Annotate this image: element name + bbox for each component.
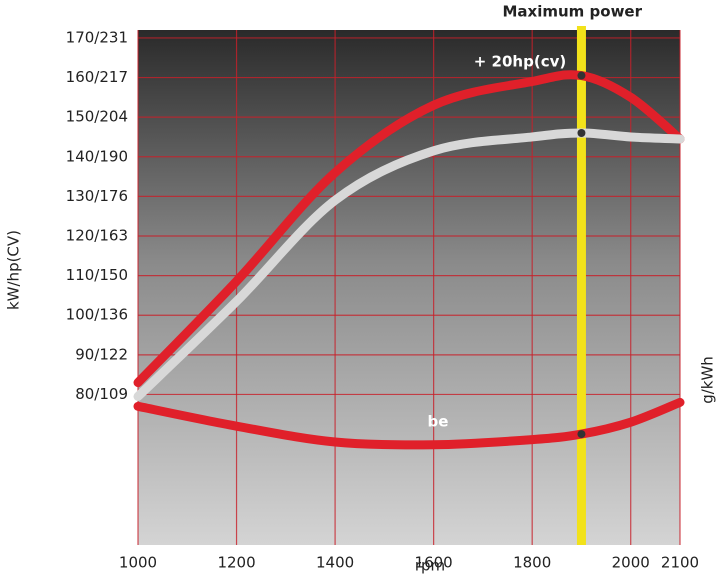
- y-tick-label: 140/190: [66, 147, 128, 165]
- y-tick-label: 100/136: [66, 306, 128, 324]
- y-tick-label: 110/150: [66, 266, 128, 284]
- y-tick-label: 130/176: [66, 187, 128, 205]
- annotation: + 20hp(cv): [474, 53, 566, 71]
- x-tick-label: 1200: [217, 554, 255, 572]
- y-tick-label: 80/109: [75, 385, 128, 403]
- x-tick-label: 2100: [661, 554, 699, 572]
- annotation: be: [428, 413, 449, 431]
- chart-title: Maximum power: [503, 3, 643, 21]
- x-tick-label: 1600: [415, 554, 453, 572]
- y2-axis-label: g/kWh: [699, 356, 717, 404]
- point: [577, 72, 585, 80]
- chart: Maximum power rpm kW/hp(CV) g/kWh + 20hp…: [0, 0, 722, 576]
- point: [577, 129, 585, 137]
- point: [577, 430, 585, 438]
- x-tick-label: 2000: [612, 554, 650, 572]
- y-tick-label: 150/204: [66, 108, 128, 126]
- y-tick-label: 160/217: [66, 68, 128, 86]
- x-tick-label: 1000: [119, 554, 157, 572]
- x-tick-label: 1800: [513, 554, 551, 572]
- y-axis-label: kW/hp(CV): [5, 230, 23, 310]
- y-tick-label: 90/122: [75, 345, 128, 363]
- y-tick-label: 120/163: [66, 227, 128, 245]
- x-tick-label: 1400: [316, 554, 354, 572]
- plot-background: [138, 30, 680, 545]
- y-tick-label: 170/231: [66, 28, 128, 46]
